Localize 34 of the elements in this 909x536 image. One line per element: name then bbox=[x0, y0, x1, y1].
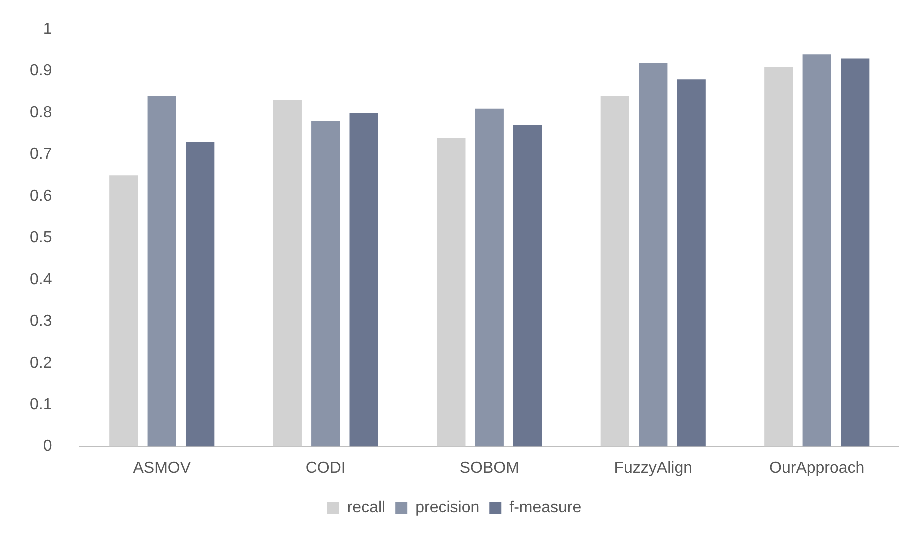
bar bbox=[148, 96, 176, 447]
bar bbox=[600, 96, 630, 447]
y-tick-label: 0.8 bbox=[30, 104, 52, 122]
x-tick-label: SOBOM bbox=[460, 460, 520, 477]
y-tick-label: 0.3 bbox=[30, 313, 52, 330]
y-tick-label: 0.5 bbox=[30, 230, 52, 247]
bar bbox=[841, 58, 870, 447]
legend-label: f-measure bbox=[510, 499, 582, 516]
y-tick-label: 0 bbox=[43, 438, 52, 456]
bar bbox=[514, 126, 542, 447]
bar bbox=[350, 113, 378, 447]
bar bbox=[764, 67, 794, 447]
y-tick-label: 0.7 bbox=[30, 146, 52, 164]
x-tick-label: CODI bbox=[306, 460, 346, 477]
y-tick-label: 0.6 bbox=[30, 188, 52, 205]
y-tick-label: 1 bbox=[43, 21, 52, 38]
bar bbox=[273, 100, 302, 447]
legend-label: precision bbox=[416, 499, 480, 516]
x-tick-label: FuzzyAlign bbox=[614, 460, 692, 477]
y-tick-label: 0.9 bbox=[30, 62, 52, 80]
bar bbox=[677, 80, 706, 447]
y-tick-label: 0.2 bbox=[30, 354, 52, 372]
bar bbox=[110, 176, 138, 447]
legend-label: recall bbox=[347, 499, 386, 516]
bar bbox=[312, 121, 340, 447]
x-tick-label: ASMOV bbox=[133, 460, 192, 477]
x-tick-label: OurApproach bbox=[770, 460, 865, 477]
bar bbox=[437, 138, 466, 447]
bar bbox=[639, 62, 668, 447]
y-tick-label: 0.4 bbox=[30, 271, 52, 288]
bar bbox=[802, 54, 832, 447]
bar bbox=[186, 142, 215, 447]
y-tick-label: 0.1 bbox=[30, 396, 52, 414]
bar bbox=[475, 108, 504, 447]
